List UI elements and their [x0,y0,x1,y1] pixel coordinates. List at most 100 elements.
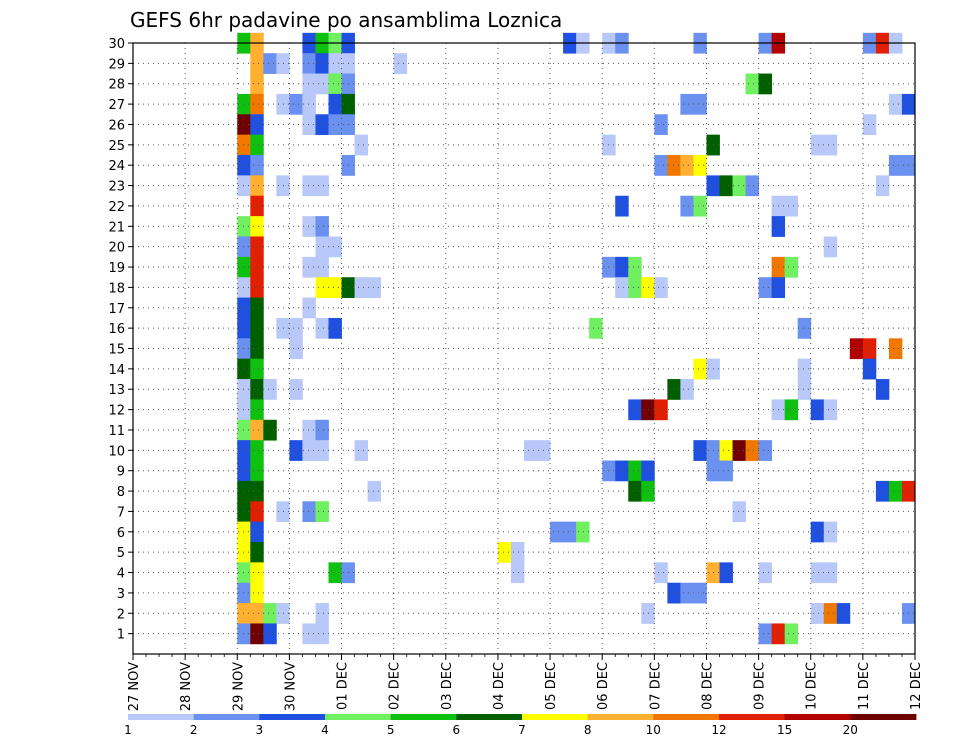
heatmap-cell [693,583,706,604]
heatmap-cell [693,155,706,176]
heatmap-cell [250,399,263,420]
heatmap-cell [250,562,263,583]
heatmap-cell [250,277,263,298]
heatmap-cell [315,236,328,257]
heatmap-cell [250,583,263,604]
heatmap-cell [589,318,602,339]
heatmap-cell [693,196,706,217]
y-tick-label: 24 [108,159,125,174]
heatmap-cell [315,216,328,237]
legend-swatch [194,714,260,720]
heatmap-cell [759,74,772,95]
heatmap-cell [824,399,837,420]
y-tick-label: 15 [108,343,125,358]
x-tick-label: 28 NOV [179,662,194,711]
heatmap-cell [263,603,276,624]
y-tick-label: 5 [117,546,125,561]
y-tick-label: 12 [108,404,125,419]
legend-swatch [325,714,391,720]
y-tick-label: 13 [108,383,125,398]
chart-title: GEFS 6hr padavine po ansamblima Loznica [130,8,562,32]
heatmap-cell [250,338,263,359]
heatmap-cell [798,359,811,380]
heatmap-cell [550,522,563,543]
y-tick-label: 29 [108,57,125,72]
legend-label: 5 [387,723,395,737]
heatmap-cell [693,359,706,380]
heatmap-cell [329,53,342,74]
heatmap-cell [250,623,263,644]
heatmap-cell [250,379,263,400]
heatmap-cell [759,562,772,583]
heatmap-cell [315,175,328,196]
heatmap-cell [889,155,902,176]
heatmap-cell [628,257,641,278]
legend-label: 20 [843,723,858,737]
heatmap-cell [628,399,641,420]
heatmap-cell [315,623,328,644]
heatmap-cell [315,277,328,298]
x-tick-label: 07 DEC [648,662,663,710]
y-tick-label: 2 [117,607,125,622]
heatmap-cell [498,542,511,563]
y-tick-label: 21 [108,220,125,235]
heatmap-cell [250,481,263,502]
heatmap-cell [811,522,824,543]
legend-swatch [259,714,325,720]
x-tick-label: 06 DEC [596,662,611,710]
legend-swatch [522,714,588,720]
heatmap-cell [615,277,628,298]
heatmap-cell [720,440,733,461]
x-tick-label: 10 DEC [805,662,820,710]
heatmap-cell [263,420,276,441]
y-tick-label: 18 [108,281,125,296]
y-tick-label: 6 [117,526,125,541]
heatmap-cell [315,53,328,74]
heatmap-cell [693,94,706,115]
heatmap-cell [615,461,628,482]
heatmap-cell [876,175,889,196]
heatmap-cell [289,94,302,115]
heatmap-cell [289,338,302,359]
heatmap-cell [329,562,342,583]
heatmap-cell [329,114,342,135]
heatmap-cell [289,318,302,339]
legend-label: 4 [321,723,329,737]
heatmap-cell [250,236,263,257]
heatmap-cell [329,94,342,115]
heatmap-cell [654,114,667,135]
x-tick-label: 30 NOV [283,662,298,711]
heatmap-cell [785,196,798,217]
legend-swatch [391,714,457,720]
heatmap-cell [250,74,263,95]
x-tick-label: 02 DEC [388,662,403,710]
heatmap-cell [863,114,876,135]
heatmap-cell [785,623,798,644]
heatmap-cell [263,53,276,74]
legend-label: 8 [584,723,592,737]
heatmap-cell [511,562,524,583]
y-tick-label: 7 [117,505,125,520]
heatmap-cell [329,318,342,339]
x-tick-label: 29 NOV [231,662,246,711]
heatmap-cell [250,318,263,339]
x-tick-label: 04 DEC [492,662,507,710]
heatmap-cell [250,440,263,461]
legend-label: 7 [518,723,526,737]
y-tick-label: 28 [108,78,125,93]
heatmap-cell [250,94,263,115]
legend-swatch [128,714,194,720]
legend-label: 1 [124,723,132,737]
heatmap-cell [368,481,381,502]
heatmap-cell [329,74,342,95]
heatmap-cell [315,440,328,461]
x-tick-label: 09 DEC [753,662,768,710]
heatmap-cell [798,318,811,339]
y-tick-label: 14 [108,363,125,378]
heatmap-cell [250,196,263,217]
y-tick-label: 10 [108,444,125,459]
y-tick-label: 23 [108,180,125,195]
heatmap-cell [315,501,328,522]
